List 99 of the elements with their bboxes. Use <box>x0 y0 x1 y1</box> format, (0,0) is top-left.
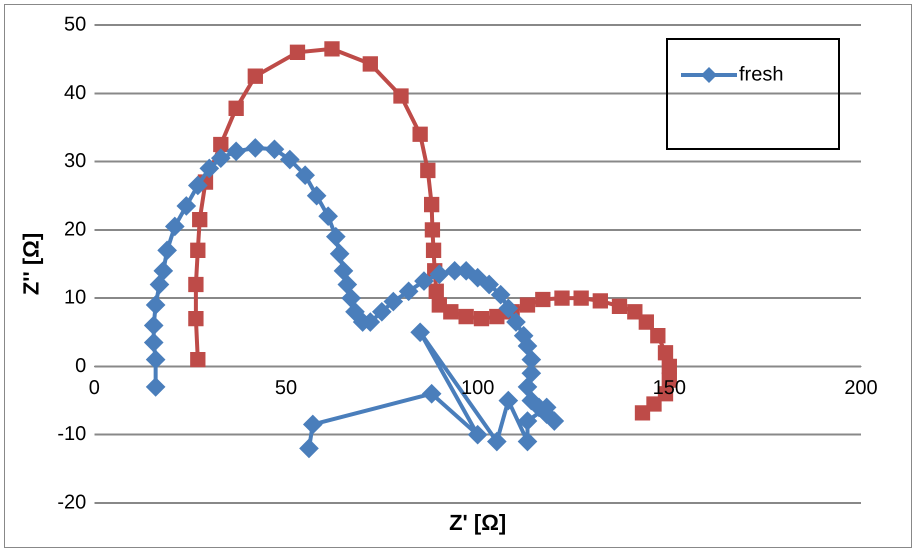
point <box>592 293 608 309</box>
point <box>650 328 666 344</box>
point <box>432 297 447 313</box>
point <box>324 41 340 57</box>
x-tick-label: 150 <box>652 376 686 399</box>
point <box>200 159 218 178</box>
x-tick-label: 50 <box>274 376 298 399</box>
y-tick-label: 30 <box>64 150 86 172</box>
point <box>326 228 345 246</box>
point <box>330 244 349 263</box>
point <box>535 292 550 308</box>
point <box>520 297 536 313</box>
point <box>372 302 391 321</box>
point <box>213 136 228 152</box>
point <box>342 289 360 308</box>
point <box>518 432 536 451</box>
x-tick-label: 100 <box>460 376 494 399</box>
point <box>518 336 536 355</box>
point <box>518 378 536 396</box>
y-axis-title: Z'' [Ω] <box>18 232 44 296</box>
point <box>499 299 518 318</box>
point <box>420 162 436 178</box>
y-tick-label: 10 <box>64 286 86 309</box>
point <box>188 310 204 326</box>
point <box>308 186 326 205</box>
point <box>300 439 318 458</box>
point <box>424 222 440 238</box>
y-tick-label: 0 <box>75 354 86 377</box>
point <box>146 296 165 314</box>
point <box>346 302 364 321</box>
point <box>319 207 338 226</box>
y-tick-label: 40 <box>64 82 86 104</box>
point <box>190 352 206 368</box>
point <box>412 126 428 142</box>
point <box>492 286 510 304</box>
point <box>393 88 409 104</box>
x-tick-label: 200 <box>844 376 878 399</box>
y-tick-label: 50 <box>64 14 86 36</box>
point <box>443 304 458 320</box>
point <box>158 241 176 260</box>
x-axis-title: Z' [Ω] <box>449 510 506 536</box>
point <box>638 314 654 330</box>
point <box>296 166 314 184</box>
y-tick-label: 20 <box>64 218 86 240</box>
point <box>658 345 674 360</box>
point <box>518 412 536 430</box>
point <box>499 392 518 410</box>
point <box>248 68 263 84</box>
point <box>166 217 184 236</box>
point <box>634 405 650 421</box>
point <box>265 140 284 158</box>
point <box>574 290 589 306</box>
point <box>488 432 506 451</box>
point <box>154 262 172 280</box>
point <box>150 275 168 294</box>
point <box>474 310 490 326</box>
point <box>554 290 570 306</box>
point <box>212 149 230 168</box>
point <box>430 265 448 284</box>
point <box>177 196 196 215</box>
point <box>192 212 208 228</box>
point <box>506 313 525 332</box>
point <box>424 196 440 212</box>
y-tick-label: -10 <box>57 423 86 446</box>
y-tick-label: -20 <box>57 492 86 514</box>
point <box>338 275 356 294</box>
point <box>468 268 487 287</box>
point <box>384 292 402 311</box>
point <box>280 150 299 169</box>
point <box>426 242 442 258</box>
point <box>458 308 474 324</box>
point <box>627 304 642 320</box>
point <box>290 44 306 60</box>
point <box>304 415 322 434</box>
point <box>400 282 418 300</box>
point <box>188 176 207 194</box>
point <box>545 412 564 430</box>
point <box>228 100 244 116</box>
point <box>422 384 441 403</box>
point <box>662 358 677 374</box>
point <box>227 142 246 160</box>
point <box>480 275 498 294</box>
point <box>362 56 378 72</box>
point <box>411 323 430 342</box>
point <box>428 284 444 299</box>
point <box>334 262 352 280</box>
point <box>646 396 662 412</box>
point <box>146 350 165 369</box>
point <box>144 334 163 352</box>
point <box>489 308 504 324</box>
point <box>612 298 628 314</box>
point <box>146 378 165 396</box>
point <box>190 242 206 258</box>
point <box>468 426 487 444</box>
legend-label: fresh <box>739 64 784 86</box>
point <box>414 272 433 290</box>
point <box>246 138 264 157</box>
point <box>144 316 163 334</box>
point <box>188 276 204 292</box>
